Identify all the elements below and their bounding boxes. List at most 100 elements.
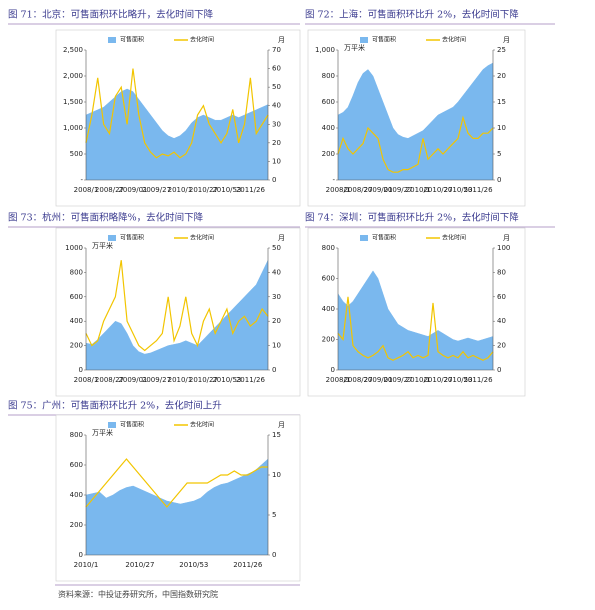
legend-swatch bbox=[108, 235, 116, 241]
y2-tick-label: 80 bbox=[497, 268, 506, 276]
x-tick-label: 2008/27 bbox=[95, 376, 124, 384]
y-tick-label: 600 bbox=[322, 275, 335, 283]
line bbox=[337, 115, 494, 173]
legend-label: 可售面积 bbox=[372, 36, 396, 44]
y2-tick-label: 20 bbox=[272, 139, 281, 147]
y2-tick-label: 10 bbox=[272, 471, 281, 479]
y2-axis-label: 月 bbox=[278, 234, 285, 242]
x-tick-label: 2010/1 bbox=[406, 376, 431, 384]
y2-tick-label: 0 bbox=[497, 176, 501, 184]
x-tick-label: 2011/26 bbox=[463, 376, 493, 384]
chart-caption: 图 75：广州：可售面积环比升 2%，去化时间上升 bbox=[8, 400, 222, 412]
legend-label: 去化时间 bbox=[442, 36, 466, 44]
y-tick-label: 1,000 bbox=[315, 46, 335, 54]
x-tick-label: 2009/01 bbox=[363, 376, 392, 384]
x-tick-label: 2008/27 bbox=[343, 186, 372, 194]
y-tick-label: - bbox=[80, 176, 83, 184]
x-tick-label: 2010/27 bbox=[189, 376, 218, 384]
line bbox=[337, 296, 494, 361]
legend-label: 可售面积 bbox=[372, 234, 396, 242]
y2-tick-label: 5 bbox=[497, 150, 501, 158]
y-tick-label: 400 bbox=[322, 305, 335, 313]
y2-axis-label: 月 bbox=[503, 36, 510, 44]
legend-swatch bbox=[360, 37, 368, 43]
legend-label: 可售面积 bbox=[120, 36, 144, 44]
x-tick-label: 2010/53 bbox=[212, 186, 241, 194]
legend-swatch bbox=[108, 37, 116, 43]
y2-tick-label: 50 bbox=[272, 244, 281, 252]
y-tick-label: 800 bbox=[70, 431, 83, 439]
area-fill bbox=[338, 270, 493, 370]
line bbox=[85, 458, 268, 508]
y-tick-label: 0 bbox=[331, 366, 335, 374]
x-tick-label: 2010/1 bbox=[406, 186, 431, 194]
y2-tick-label: 0 bbox=[272, 176, 276, 184]
y2-tick-label: 40 bbox=[497, 317, 506, 325]
y2-axis-label: 月 bbox=[278, 421, 285, 429]
x-tick-label: 2010/1 bbox=[168, 186, 193, 194]
legend-label: 可售面积 bbox=[120, 421, 144, 429]
area-fill bbox=[86, 89, 268, 180]
y2-tick-label: 0 bbox=[497, 366, 501, 374]
x-tick-label: 2010/27 bbox=[423, 376, 452, 384]
x-tick-label: 2010/53 bbox=[443, 186, 472, 194]
y-tick-label: 200 bbox=[70, 521, 83, 529]
legend-label: 可售面积 bbox=[120, 234, 144, 242]
y-tick-label: 800 bbox=[70, 268, 83, 276]
y2-axis-label: 月 bbox=[278, 36, 285, 44]
x-tick-label: 2011/26 bbox=[236, 376, 266, 384]
x-tick-label: 2010/27 bbox=[423, 186, 452, 194]
chart-caption: 图 71：北京：可售面积环比略升，去化时间下降 bbox=[8, 9, 214, 21]
y2-tick-label: 0 bbox=[272, 366, 276, 374]
y2-tick-label: 40 bbox=[272, 102, 281, 110]
y-tick-label: 200 bbox=[322, 336, 335, 344]
y2-tick-label: 60 bbox=[497, 293, 506, 301]
y-tick-label: 1000 bbox=[65, 244, 83, 252]
y-tick-label: 800 bbox=[322, 72, 335, 80]
y2-tick-label: 10 bbox=[272, 342, 281, 350]
x-tick-label: 2009/01 bbox=[118, 376, 147, 384]
x-tick-label: 2008/1 bbox=[74, 186, 99, 194]
x-tick-label: 2008/1 bbox=[74, 376, 99, 384]
y-tick-label: 600 bbox=[70, 293, 83, 301]
x-tick-label: 2011/26 bbox=[233, 561, 263, 569]
x-tick-label: 2009/27 bbox=[383, 376, 412, 384]
y-tick-label: - bbox=[332, 176, 335, 184]
x-tick-label: 2011/26 bbox=[463, 186, 493, 194]
y2-tick-label: 5 bbox=[272, 511, 276, 519]
area-edge bbox=[337, 62, 494, 139]
y-tick-label: 600 bbox=[70, 461, 83, 469]
y2-tick-label: 30 bbox=[272, 293, 281, 301]
x-tick-label: 2010/53 bbox=[212, 376, 241, 384]
y2-tick-label: 15 bbox=[497, 98, 506, 106]
y-axis-label: 万平米 bbox=[92, 428, 113, 437]
x-tick-label: 2010/27 bbox=[189, 186, 218, 194]
y-tick-label: 400 bbox=[322, 124, 335, 132]
y2-axis-label: 月 bbox=[503, 234, 510, 242]
legend-label: 去化时间 bbox=[190, 36, 214, 44]
y-tick-label: 200 bbox=[322, 150, 335, 158]
x-tick-label: 2010/53 bbox=[179, 561, 208, 569]
y2-tick-label: 20 bbox=[497, 342, 506, 350]
y-tick-label: 2,000 bbox=[63, 72, 83, 80]
x-tick-label: 2009/27 bbox=[383, 186, 412, 194]
y-axis-label: 万平米 bbox=[92, 241, 113, 250]
y-tick-label: 200 bbox=[70, 342, 83, 350]
x-tick-label: 2010/53 bbox=[443, 376, 472, 384]
x-tick-label: 2008/1 bbox=[326, 186, 351, 194]
area-edge bbox=[337, 270, 494, 342]
area-edge bbox=[85, 260, 269, 355]
legend-label: 去化时间 bbox=[190, 421, 214, 429]
y2-tick-label: 70 bbox=[272, 46, 281, 54]
x-tick-label: 2009/01 bbox=[118, 186, 147, 194]
chart-caption: 图 73：杭州：可售面积略降%，去化时间下降 bbox=[8, 212, 204, 224]
y-tick-label: 600 bbox=[322, 98, 335, 106]
y-tick-label: 800 bbox=[322, 244, 335, 252]
x-tick-label: 2010/1 bbox=[168, 376, 193, 384]
x-tick-label: 2008/27 bbox=[343, 376, 372, 384]
area-fill bbox=[86, 459, 268, 555]
x-tick-label: 2008/1 bbox=[326, 376, 351, 384]
y-tick-label: 500 bbox=[70, 150, 83, 158]
x-tick-label: 2009/01 bbox=[363, 186, 392, 194]
